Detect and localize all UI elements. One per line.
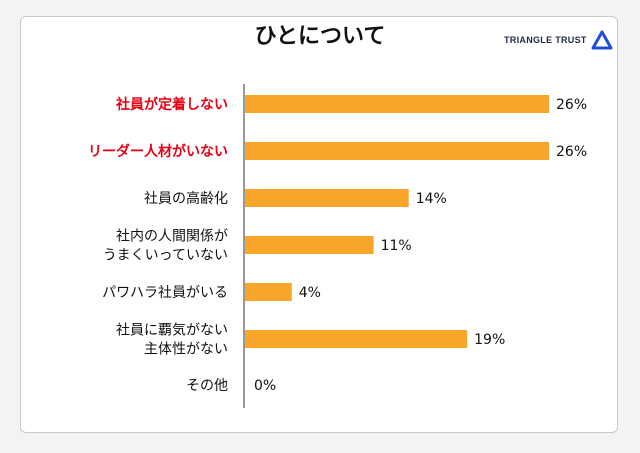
- bar: [245, 95, 549, 113]
- category-label: 社内の人間関係が: [116, 229, 228, 245]
- value-label: 26%: [556, 97, 587, 113]
- category-label: 社員の高齢化: [144, 190, 228, 207]
- category-label: その他: [186, 378, 228, 394]
- value-label: 4%: [299, 285, 321, 301]
- value-label: 14%: [416, 191, 447, 207]
- category-label: うまくいっていない: [103, 248, 228, 264]
- brand-name: TRIANGLE TRUST: [504, 35, 587, 45]
- category-label: リーダー人材がいない: [88, 143, 228, 160]
- bar: [245, 142, 549, 160]
- category-label: 社員が定着しない: [115, 96, 228, 113]
- brand-logo: TRIANGLE TRUST: [504, 30, 613, 50]
- triangle-logo-icon: [591, 30, 613, 50]
- category-label: 主体性がない: [144, 342, 228, 358]
- value-label: 19%: [474, 332, 505, 348]
- chart-title: ひとについて: [254, 24, 386, 49]
- chart-card: [20, 16, 618, 433]
- bar: [245, 330, 468, 348]
- bar: [245, 189, 409, 207]
- category-label: パワハラ社員がいる: [102, 285, 228, 301]
- category-label: 社員に覇気がない: [116, 323, 228, 339]
- value-label: 11%: [381, 238, 412, 254]
- bar: [245, 236, 374, 254]
- value-label: 26%: [556, 144, 587, 160]
- bar: [245, 283, 292, 301]
- value-label: 0%: [254, 378, 276, 394]
